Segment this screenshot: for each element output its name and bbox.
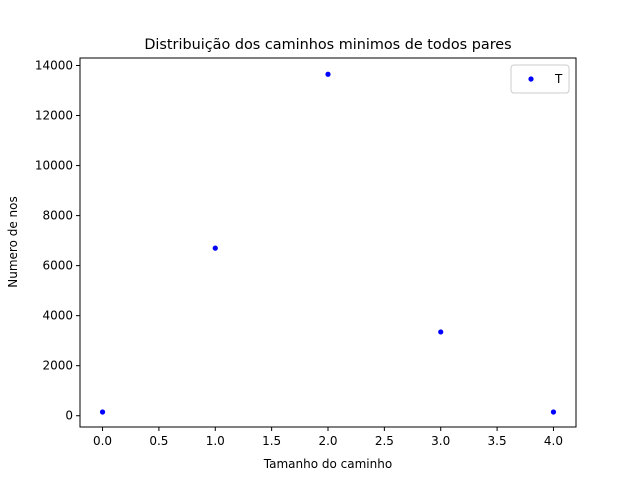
- y-tick-label: 14000: [35, 59, 73, 73]
- legend-marker: [528, 76, 534, 82]
- chart-title: Distribuição dos caminhos minimos de tod…: [144, 37, 511, 53]
- data-point: [438, 329, 444, 335]
- x-tick-label: 3.0: [431, 434, 450, 448]
- data-point: [325, 71, 331, 77]
- y-tick-label: 2000: [42, 359, 73, 373]
- x-tick-label: 2.5: [375, 434, 394, 448]
- x-tick-label: 3.5: [488, 434, 507, 448]
- x-axis-title: Tamanho do caminho: [263, 457, 392, 471]
- y-tick-label: 4000: [42, 309, 73, 323]
- x-tick-label: 1.5: [262, 434, 281, 448]
- x-tick-label: 0.0: [93, 434, 112, 448]
- plot-area: 0.0 0.5 1.0 1.5 2.0 2.5 3.0 3.5 4.0 0 2000 4000 6000…: [35, 57, 577, 448]
- plot-frame: [79, 57, 577, 428]
- x-tick-label: 2.0: [318, 434, 337, 448]
- x-tick-label: 0.5: [149, 434, 168, 448]
- x-tick-label: 4.0: [544, 434, 563, 448]
- y-tick-label: 10000: [35, 159, 73, 173]
- x-tick-label: 1.0: [206, 434, 225, 448]
- data-point: [99, 409, 106, 415]
- y-tick-label: 6000: [42, 259, 73, 273]
- y-tick-label: 8000: [42, 209, 73, 223]
- legend: T: [510, 64, 570, 94]
- data-point: [212, 245, 218, 251]
- legend-box: [510, 64, 570, 94]
- y-tick-label: 12000: [35, 109, 73, 123]
- data-point: [550, 409, 557, 415]
- y-axis-title: Numero de nos: [6, 196, 20, 288]
- y-tick-label: 0: [65, 409, 73, 423]
- legend-label: T: [554, 72, 563, 86]
